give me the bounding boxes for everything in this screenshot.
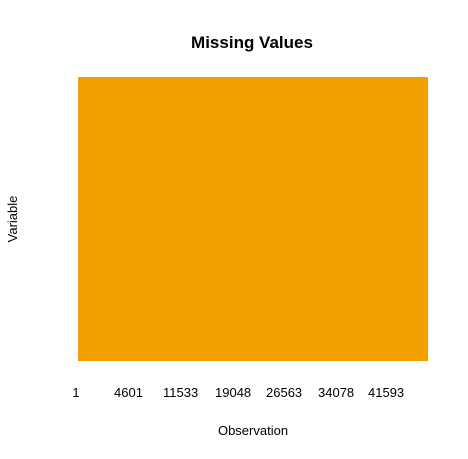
y-axis-label: Variable [5, 196, 20, 243]
x-tick-label: 41593 [368, 385, 404, 400]
chart-title: Missing Values [191, 33, 313, 52]
x-tick-label: 11533 [163, 385, 198, 400]
x-tick-label: 34078 [318, 385, 354, 400]
heatmap-cell-observed [78, 77, 428, 361]
x-tick-label: 1 [72, 385, 79, 400]
x-axis-label: Observation [218, 423, 288, 438]
x-tick-label: 19048 [215, 385, 251, 400]
x-axis-tick-labels: 1 4601 11533 19048 26563 34078 41593 [72, 385, 404, 400]
x-tick-label: 26563 [266, 385, 302, 400]
x-tick-label: 4601 [114, 385, 143, 400]
